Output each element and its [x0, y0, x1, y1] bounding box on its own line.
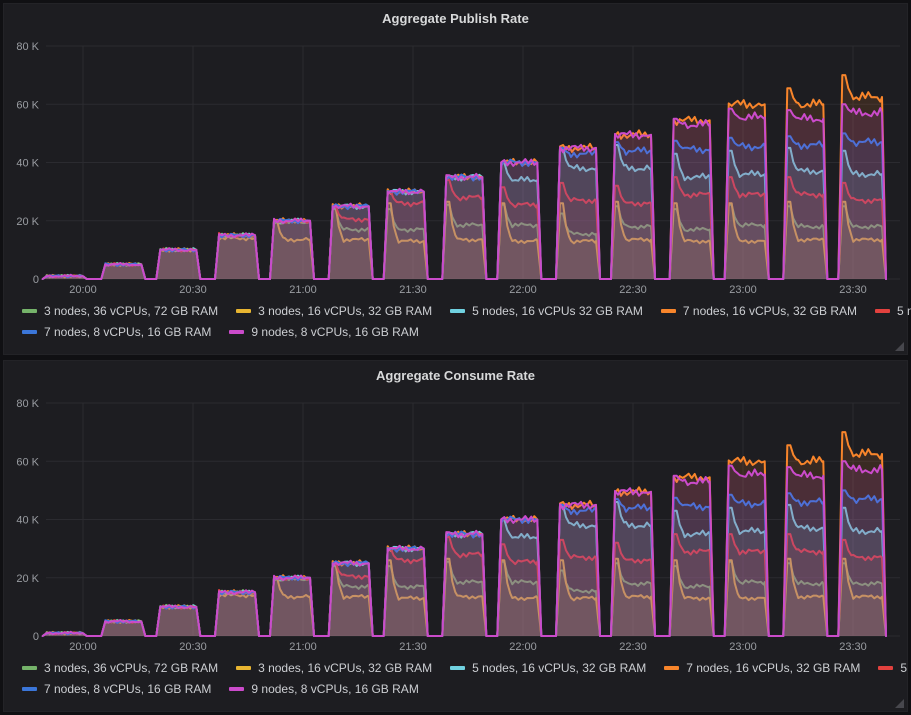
legend-label: 9 nodes, 8 vCPUs, 16 GB RAM	[251, 681, 419, 696]
y-tick-label: 80 K	[16, 398, 39, 410]
series-line-orange	[41, 74, 887, 280]
legend-item-red[interactable]: 5 nodes, 8 vCPUs, 16 GB RAM	[878, 661, 911, 675]
legend-swatch-icon	[236, 308, 252, 313]
legend-swatch-icon	[229, 329, 245, 334]
x-tick-label: 20:30	[179, 641, 207, 653]
legend-label: 7 nodes, 16 vCPUs, 32 GB RAM	[686, 660, 861, 675]
series-area-green	[42, 561, 886, 636]
legend-item-green[interactable]: 3 nodes, 36 vCPUs, 72 GB RAM	[22, 661, 218, 675]
series-line-magenta	[41, 460, 887, 637]
legend-swatch-icon	[450, 308, 466, 313]
y-tick-label: 40 K	[16, 515, 39, 527]
legend-swatch-icon	[450, 665, 466, 670]
x-tick-label: 22:00	[509, 641, 537, 653]
legend-item-yellow[interactable]: 3 nodes, 16 vCPUs, 32 GB RAM	[236, 304, 432, 318]
legend-label: 3 nodes, 16 vCPUs, 32 GB RAM	[258, 660, 433, 675]
legend-row: 3 nodes, 36 vCPUs, 72 GB RAM 3 nodes, 16 …	[22, 300, 911, 321]
series-area-red	[42, 534, 886, 636]
legend-swatch-icon	[236, 665, 252, 670]
x-tick-label: 20:30	[179, 284, 207, 296]
y-tick-label: 60 K	[16, 99, 39, 111]
series-area-cyan	[42, 145, 886, 279]
legend-item-orange[interactable]: 7 nodes, 16 vCPUs, 32 GB RAM	[664, 661, 860, 675]
x-tick-label: 23:00	[729, 641, 757, 653]
legend-swatch-icon	[22, 308, 37, 313]
series-line-magenta	[41, 103, 887, 280]
legend-swatch-icon	[874, 308, 890, 313]
legend-item-blue[interactable]: 7 nodes, 8 vCPUs, 16 GB RAM	[22, 682, 211, 696]
legend-label: 5 nodes, 16 vCPUs 32 GB RAM	[472, 303, 643, 318]
time-series-plot[interactable]: 0 20 K 40 K 60 K 80 K 20:00 20:30 21:00 21:30 22:…	[4, 34, 909, 298]
legend-label: 7 nodes, 8 vCPUs, 16 GB RAM	[44, 324, 212, 339]
panel-title[interactable]: Aggregate Publish Rate	[4, 4, 907, 34]
series-area-red	[42, 177, 886, 279]
y-tick-label: 20 K	[16, 573, 39, 585]
legend-label: 7 nodes, 16 vCPUs, 32 GB RAM	[682, 303, 857, 318]
legend-item-magenta[interactable]: 9 nodes, 8 vCPUs, 16 GB RAM	[229, 324, 419, 339]
y-tick-label: 0	[33, 274, 39, 286]
time-series-plot[interactable]: 0 20 K 40 K 60 K 80 K 20:00 20:30 21:00 21:30 22:…	[4, 391, 909, 655]
panel-title-text: Aggregate Publish Rate	[382, 11, 529, 26]
legend-label: 5 nodes, 16 vCPUs, 32 GB RAM	[472, 660, 647, 675]
legend-item-magenta[interactable]: 9 nodes, 8 vCPUs, 16 GB RAM	[229, 681, 419, 696]
legend-swatch-icon	[22, 686, 37, 691]
x-tick-label: 23:30	[839, 641, 867, 653]
legend-item-orange[interactable]: 7 nodes, 16 vCPUs, 32 GB RAM	[660, 303, 857, 318]
panel-aggregate-publish-rate: Aggregate Publish Rate 0 20 K 40 K 60 K 80 K…	[3, 3, 911, 355]
series-line-orange	[41, 431, 887, 637]
series-area-cyan	[42, 502, 886, 636]
series-area-magenta	[42, 461, 886, 636]
x-tick-label: 22:30	[619, 641, 647, 653]
legend-item-red[interactable]: 5 nodes, 8 vCPUs, 16 GB RAM	[874, 303, 911, 318]
x-tick-label: 22:00	[509, 284, 537, 296]
series-area-green	[42, 204, 886, 279]
series-area-blue	[42, 133, 886, 279]
x-tick-label: 23:00	[729, 284, 757, 296]
panel-title[interactable]: Aggregate Consume Rate	[4, 361, 907, 391]
legend-row: 7 nodes, 8 vCPUs, 16 GB RAM 9 nodes, 8 vC…	[22, 321, 907, 342]
legend-label: 5 nodes, 8 vCPUs, 16 GB RAM	[896, 303, 911, 318]
legend-swatch-icon	[878, 665, 894, 670]
x-tick-label: 21:00	[289, 641, 317, 653]
y-tick-label: 60 K	[16, 456, 39, 468]
y-tick-label: 0	[33, 631, 39, 643]
legend-swatch-icon	[22, 665, 37, 670]
legend-swatch-icon	[22, 329, 37, 334]
x-tick-label: 21:30	[399, 641, 427, 653]
series-area-magenta	[42, 104, 886, 279]
panel-resize-handle[interactable]	[895, 699, 904, 708]
x-tick-label: 22:30	[619, 284, 647, 296]
legend-item-blue[interactable]: 7 nodes, 8 vCPUs, 16 GB RAM	[22, 325, 211, 339]
legend-label: 7 nodes, 8 vCPUs, 16 GB RAM	[44, 681, 212, 696]
x-tick-label: 21:00	[289, 284, 317, 296]
legend-item-cyan[interactable]: 5 nodes, 16 vCPUs, 32 GB RAM	[450, 661, 646, 675]
panel-aggregate-consume-rate: Aggregate Consume Rate 0 20 K 40 K 60 K 80 K…	[3, 360, 911, 712]
series-area-blue	[42, 490, 886, 636]
y-tick-label: 40 K	[16, 158, 39, 170]
legend-row: 3 nodes, 36 vCPUs, 72 GB RAM 3 nodes, 16 …	[22, 657, 911, 678]
legend-label: 5 nodes, 8 vCPUs, 16 GB RAM	[900, 660, 911, 675]
y-tick-label: 80 K	[16, 41, 39, 53]
legend-label: 9 nodes, 8 vCPUs, 16 GB RAM	[251, 324, 419, 339]
x-tick-label: 20:00	[69, 641, 97, 653]
legend-label: 3 nodes, 36 vCPUs, 72 GB RAM	[44, 303, 219, 318]
legend-swatch-icon	[660, 308, 676, 313]
panel-title-text: Aggregate Consume Rate	[376, 368, 535, 383]
legend: 3 nodes, 36 vCPUs, 72 GB RAM 3 nodes, 16 …	[4, 657, 911, 699]
legend-swatch-icon	[664, 665, 680, 670]
legend-item-green[interactable]: 3 nodes, 36 vCPUs, 72 GB RAM	[22, 304, 218, 318]
x-tick-label: 23:30	[839, 284, 867, 296]
x-tick-label: 21:30	[399, 284, 427, 296]
legend-item-cyan[interactable]: 5 nodes, 16 vCPUs 32 GB RAM	[450, 304, 643, 318]
legend-row: 7 nodes, 8 vCPUs, 16 GB RAM 9 nodes, 8 vC…	[22, 678, 907, 699]
legend-label: 3 nodes, 36 vCPUs, 72 GB RAM	[44, 660, 219, 675]
legend-item-yellow[interactable]: 3 nodes, 16 vCPUs, 32 GB RAM	[236, 661, 432, 675]
panel-resize-handle[interactable]	[895, 342, 904, 351]
x-tick-label: 20:00	[69, 284, 97, 296]
legend-label: 3 nodes, 16 vCPUs, 32 GB RAM	[258, 303, 433, 318]
legend-swatch-icon	[229, 686, 245, 691]
legend: 3 nodes, 36 vCPUs, 72 GB RAM 3 nodes, 16 …	[4, 300, 911, 342]
y-tick-label: 20 K	[16, 216, 39, 228]
